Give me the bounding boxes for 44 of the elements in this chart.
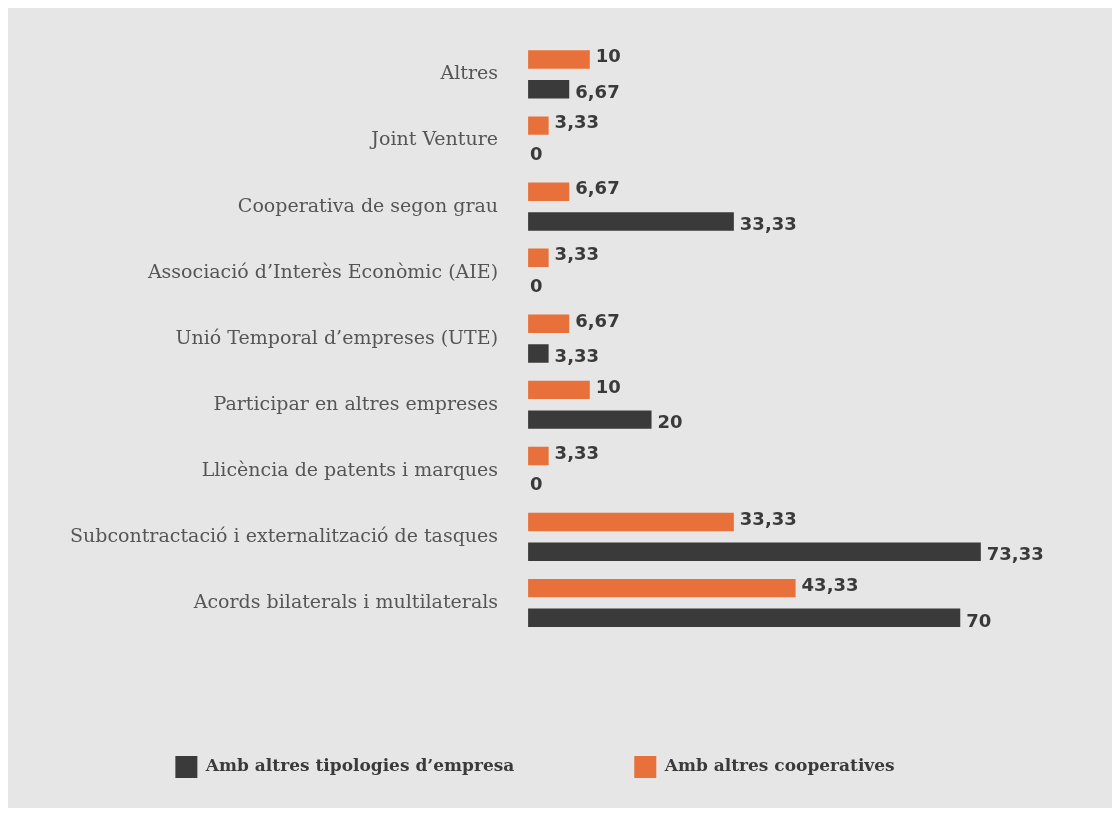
bar xyxy=(528,116,549,135)
y-tick-label: Cooperativa de segon grau xyxy=(237,193,499,216)
data-label: 6,67 xyxy=(575,80,620,102)
data-label: 43,33 xyxy=(801,573,859,595)
bar xyxy=(528,50,590,69)
data-label: 3,33 xyxy=(554,243,600,265)
y-tick-label: Participar en altres empreses xyxy=(213,391,499,414)
data-label: 0 xyxy=(530,275,543,297)
data-label: 0 xyxy=(530,143,543,165)
legend-label: Amb altres cooperatives xyxy=(663,755,895,776)
data-label: 0 xyxy=(530,473,543,495)
bar xyxy=(528,248,549,267)
bar xyxy=(528,608,961,628)
data-label: 73,33 xyxy=(986,543,1044,565)
data-label: 6,67 xyxy=(575,177,620,199)
bar xyxy=(528,80,570,99)
legend-label: Amb altres tipologies d’empresa xyxy=(204,755,515,776)
data-label: 70 xyxy=(966,609,992,631)
data-label: 3,33 xyxy=(554,111,600,133)
bar xyxy=(528,512,734,532)
bar xyxy=(528,410,652,429)
y-tick-label: Unió Temporal d’empreses (UTE) xyxy=(175,325,499,348)
y-tick-label: Joint Venture xyxy=(369,127,499,150)
bar xyxy=(528,212,734,231)
y-tick-label: Altres xyxy=(439,61,499,84)
bar xyxy=(528,542,981,561)
data-label: 33,33 xyxy=(739,507,797,529)
y-tick-label: Associació d’Interès Econòmic (AIE) xyxy=(146,259,499,282)
data-label: 10 xyxy=(595,45,621,67)
data-label: 20 xyxy=(657,411,683,433)
bar xyxy=(528,314,570,334)
y-tick-label: Subcontractació i externalització de tasques xyxy=(69,523,499,546)
data-label: 6,67 xyxy=(575,309,620,331)
bar xyxy=(528,380,590,400)
bar xyxy=(528,446,549,466)
bar xyxy=(528,344,549,363)
bar xyxy=(528,578,796,598)
data-label: 10 xyxy=(595,375,621,397)
data-label: 33,33 xyxy=(739,213,797,235)
data-label: 3,33 xyxy=(554,345,600,367)
data-label: 3,33 xyxy=(554,441,600,463)
y-tick-label: Llicència de patents i marques xyxy=(201,457,499,480)
bar xyxy=(528,182,570,201)
y-tick-label: Acords bilaterals i multilaterals xyxy=(192,589,499,612)
